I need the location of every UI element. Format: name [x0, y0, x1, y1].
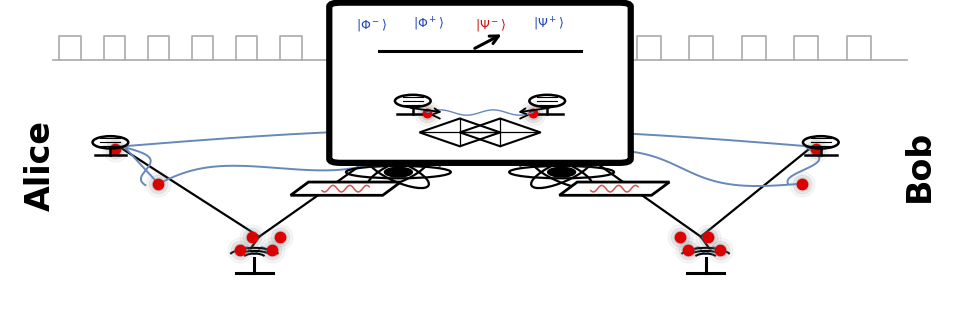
Point: [701, 234, 716, 239]
Point: [151, 181, 166, 186]
Point: [244, 234, 259, 239]
Point: [712, 247, 728, 253]
Point: [794, 181, 809, 186]
Point: [273, 234, 288, 239]
Point: [794, 181, 809, 186]
Point: [264, 247, 279, 253]
Point: [151, 181, 166, 186]
Point: [273, 234, 288, 239]
Point: [578, 153, 593, 158]
Point: [794, 181, 809, 186]
FancyBboxPatch shape: [329, 3, 631, 163]
Point: [808, 146, 824, 152]
Point: [264, 247, 279, 253]
Point: [367, 153, 382, 158]
Point: [578, 153, 593, 158]
Point: [244, 234, 259, 239]
Point: [701, 234, 716, 239]
Point: [681, 247, 696, 253]
Polygon shape: [560, 182, 669, 195]
Point: [808, 146, 824, 152]
Point: [420, 110, 435, 115]
Point: [672, 234, 687, 239]
Point: [108, 146, 123, 152]
Point: [367, 153, 382, 158]
Point: [808, 146, 824, 152]
Point: [672, 234, 687, 239]
Point: [108, 146, 123, 152]
Text: $|\Psi^+\rangle$: $|\Psi^+\rangle$: [533, 16, 564, 33]
Point: [367, 153, 382, 158]
Point: [712, 247, 728, 253]
Point: [108, 146, 123, 152]
Point: [525, 110, 540, 115]
Point: [578, 153, 593, 158]
Point: [420, 110, 435, 115]
Point: [701, 234, 716, 239]
Point: [244, 234, 259, 239]
Point: [525, 110, 540, 115]
Point: [672, 234, 687, 239]
Point: [712, 247, 728, 253]
Point: [420, 110, 435, 115]
Text: $|\Psi^-\rangle$: $|\Psi^-\rangle$: [475, 17, 506, 33]
Point: [525, 110, 540, 115]
Polygon shape: [291, 182, 400, 195]
Point: [108, 146, 123, 152]
Point: [264, 247, 279, 253]
Point: [701, 234, 716, 239]
Point: [712, 247, 728, 253]
Point: [420, 110, 435, 115]
Point: [151, 181, 166, 186]
Text: $|\Phi^-\rangle$: $|\Phi^-\rangle$: [356, 17, 387, 33]
Point: [244, 234, 259, 239]
Text: Bob: Bob: [903, 129, 936, 202]
Point: [367, 153, 382, 158]
Circle shape: [547, 167, 576, 177]
Point: [232, 247, 248, 253]
Point: [681, 247, 696, 253]
Point: [525, 110, 540, 115]
Circle shape: [384, 167, 413, 177]
Point: [264, 247, 279, 253]
Point: [273, 234, 288, 239]
Point: [681, 247, 696, 253]
Point: [232, 247, 248, 253]
Point: [232, 247, 248, 253]
Point: [151, 181, 166, 186]
Point: [273, 234, 288, 239]
Point: [808, 146, 824, 152]
Point: [794, 181, 809, 186]
Point: [672, 234, 687, 239]
Text: Alice: Alice: [24, 120, 57, 211]
Point: [681, 247, 696, 253]
Text: $|\Phi^+\rangle$: $|\Phi^+\rangle$: [413, 16, 444, 33]
Point: [578, 153, 593, 158]
Point: [232, 247, 248, 253]
